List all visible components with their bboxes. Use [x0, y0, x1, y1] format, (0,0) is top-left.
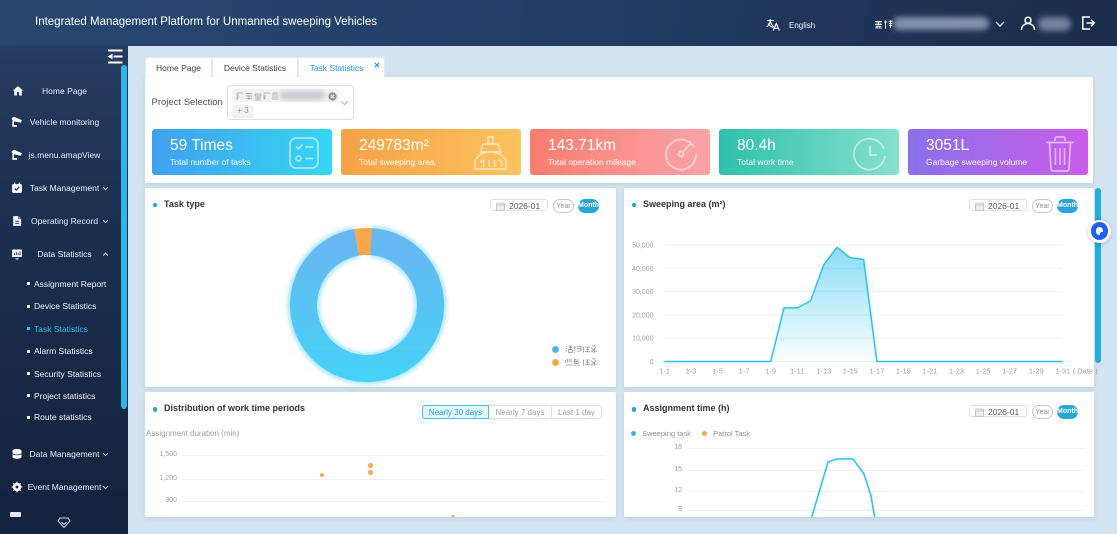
- svg-text:1-11: 1-11: [790, 367, 804, 376]
- svg-text:1-23: 1-23: [949, 367, 964, 376]
- svg-text:1-21: 1-21: [922, 367, 937, 376]
- svg-text:20,000: 20,000: [632, 312, 654, 319]
- svg-text:1-7: 1-7: [739, 367, 750, 376]
- svg-text:1-9: 1-9: [765, 367, 776, 376]
- svg-text:50,000: 50,000: [632, 243, 654, 250]
- svg-text:1-15: 1-15: [843, 367, 858, 376]
- svg-text:40,000: 40,000: [632, 266, 654, 273]
- svg-text:1-31: 1-31: [1055, 367, 1070, 376]
- svg-text:1-25: 1-25: [976, 367, 991, 376]
- svg-text:1-3: 1-3: [686, 367, 697, 376]
- svg-text:1-17: 1-17: [869, 367, 884, 376]
- svg-text:1-29: 1-29: [1029, 367, 1044, 376]
- svg-text:1-19: 1-19: [896, 367, 911, 376]
- svg-text:1-27: 1-27: [1002, 367, 1017, 376]
- svg-text:30,000: 30,000: [632, 289, 654, 296]
- svg-text:0: 0: [650, 359, 654, 366]
- svg-text:1-13: 1-13: [816, 367, 831, 376]
- svg-text:1-5: 1-5: [712, 367, 723, 376]
- svg-text:10,000: 10,000: [632, 336, 654, 343]
- svg-text:( Date ): ( Date ): [1073, 367, 1099, 376]
- svg-text:1-1: 1-1: [659, 367, 670, 376]
